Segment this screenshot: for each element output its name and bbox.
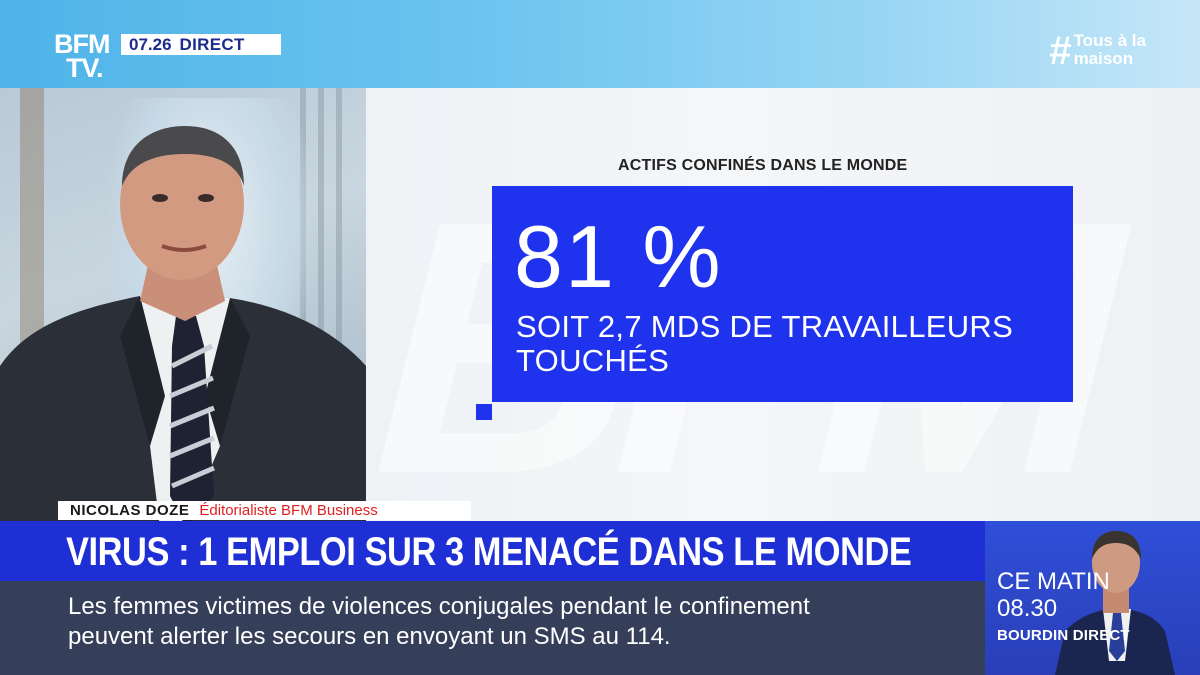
ticker-line1: Les femmes victimes de violences conjuga… [68,593,810,620]
hashtag-logo: # Tous à la maison [1049,29,1146,73]
photo-stripe [318,88,324,528]
studio-area: BFM [0,88,1200,549]
name-strip: NICOLAS DOZE Éditorialiste BFM Business [58,501,471,520]
clock-time: 07.26 [129,34,172,54]
live-label: DIRECT [179,34,245,54]
promo-label: CE MATIN [997,568,1110,595]
hashtag-symbol: # [1049,29,1072,73]
presenter-figure [0,116,366,528]
statistic-subtext: SOIT 2,7 MDS DE TRAVAILLEURS TOUCHÉS [516,310,1066,378]
clock-badge: 07.26 DIRECT [121,34,281,55]
presenter-illustration [0,126,366,528]
promo-host-illustration [1055,531,1175,675]
top-band: BFM TV. 07.26 DIRECT # Tous à la maison [0,0,1200,88]
card-label: ACTIFS CONFINÉS DANS LE MONDE [618,157,908,174]
channel-logo: BFM TV. [54,29,116,86]
upcoming-show-promo: CE MATIN 08.30 BOURDIN DIRECT [985,521,1200,675]
promo-show-name: BOURDIN DIRECT [997,627,1130,644]
logo-line2: TV. [66,53,104,83]
statistic-subtext-line1: SOIT 2,7 MDS DE TRAVAILLEURS [516,309,1014,344]
photo-stripe [336,88,342,528]
statistic-card: 81 % SOIT 2,7 MDS DE TRAVAILLEURS TOUCHÉ… [492,186,1073,402]
hashtag-line2: maison [1073,49,1134,68]
statistic-subtext-line2: TOUCHÉS [516,343,670,378]
ticker-line2: peuvent alerter les secours en envoyant … [68,623,671,650]
logo-line1: BFM [54,29,110,59]
headline-bar: VIRUS : 1 EMPLOI SUR 3 MENACÉ DANS LE MO… [0,521,985,581]
promo-time: 08.30 [997,595,1058,622]
speaker-role: Éditorialiste BFM Business [199,502,378,519]
statistic-value: 81 % [514,207,723,306]
speaker-name: NICOLAS DOZE [70,502,190,519]
hashtag-words: Tous à la maison [1074,32,1146,68]
hashtag-line1: Tous à la [1073,31,1146,50]
card-corner-square [476,404,492,420]
news-ticker: Les femmes victimes de violences conjuga… [0,581,985,675]
headline-text: VIRUS : 1 EMPLOI SUR 3 MENACÉ DANS LE MO… [66,530,912,574]
